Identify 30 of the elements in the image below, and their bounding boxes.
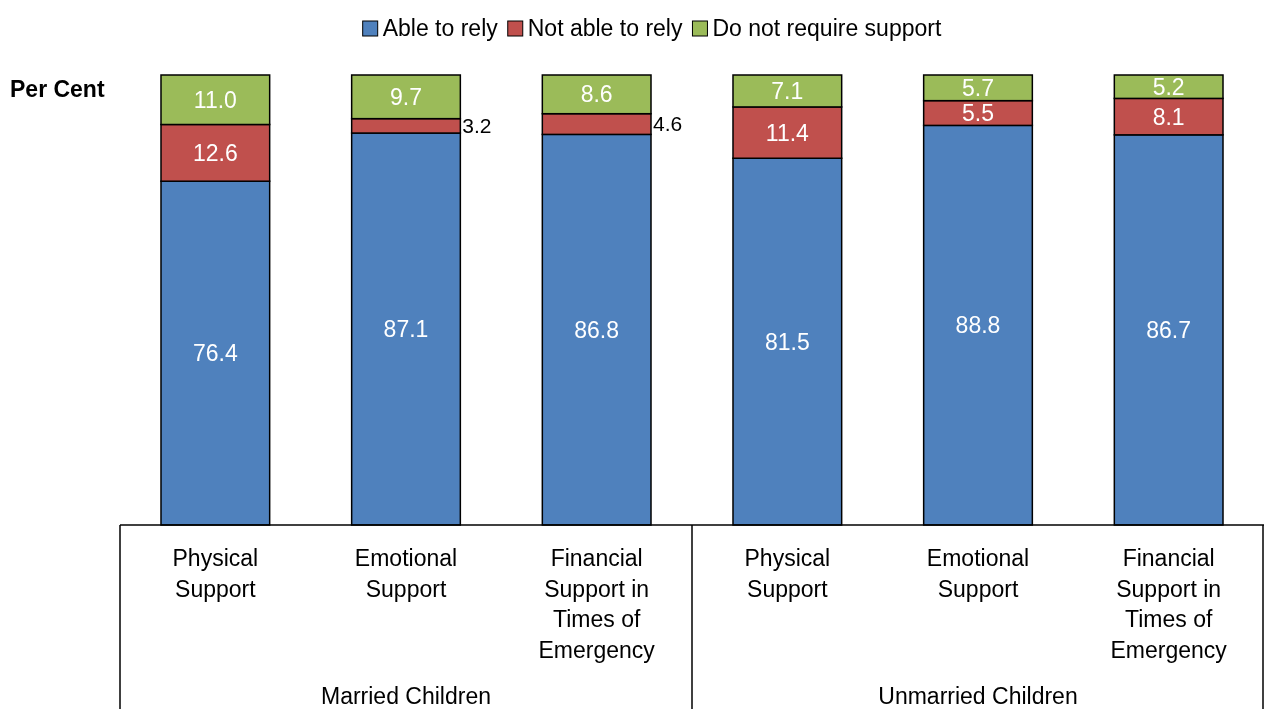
data-label: 87.1 [383,316,429,343]
data-label: 8.6 [580,81,613,108]
data-label: 12.6 [192,139,238,166]
data-label: 9.7 [390,83,422,110]
data-label: 7.1 [771,78,804,105]
x-tick-label: Emotional Support [354,545,458,602]
data-label: 3.2 [462,114,492,138]
data-label: 76.4 [192,340,238,367]
data-label: 4.6 [653,112,683,136]
data-label: 86.8 [574,316,620,343]
data-label: 11.4 [765,119,810,146]
x-tick-label: Physical Support [172,545,259,602]
text: Married Children [320,683,492,709]
data-label: 5.2 [1152,73,1185,100]
legend-label: Not able to rely [527,15,683,41]
data-label: 81.5 [764,328,810,355]
data-label: 88.8 [955,312,1001,339]
data-label: 5.5 [962,100,994,127]
x-tick-label: Financial Support in Times of Emergency [538,545,656,663]
x-tick-label: Financial Support in Times of Emergency [1110,545,1228,663]
x-tick-label: Emotional Support [926,545,1030,602]
y-axis-title: Per Cent [10,76,105,102]
x-tick-label: Physical Support [744,545,831,602]
text: Unmarried Children [878,683,1078,709]
legend-label: Able to rely [382,15,499,41]
data-label: 11.0 [193,86,237,113]
legend-label: Do not require support [712,15,942,41]
data-label: 8.1 [1152,103,1185,130]
data-label: 86.7 [1146,316,1192,343]
data-label: 5.7 [962,74,994,101]
